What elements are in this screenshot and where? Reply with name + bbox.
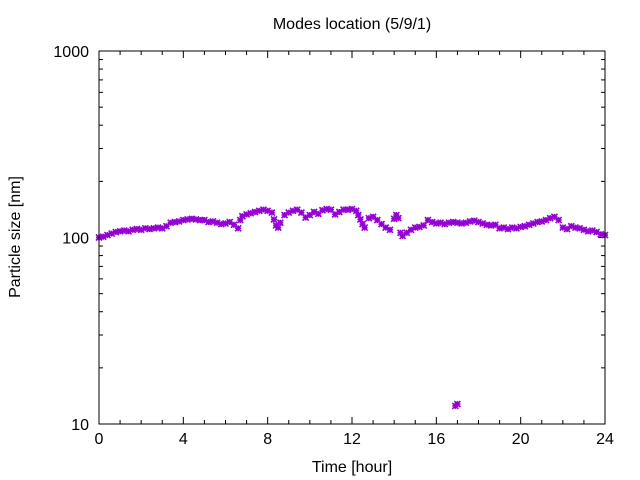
ticks-layer: 0 4 8 12 16 20 24 10 100 1000 xyxy=(53,44,614,448)
points-layer xyxy=(95,205,609,410)
y-tick-label: 10 xyxy=(71,417,89,434)
data-point xyxy=(555,216,563,224)
y-axis-label: Particle size [nm] xyxy=(7,176,24,298)
x-tick-label: 16 xyxy=(427,431,445,448)
y-tick-label: 1000 xyxy=(53,44,89,61)
x-tick-label: 20 xyxy=(512,431,530,448)
x-tick-label: 4 xyxy=(179,431,188,448)
data-point xyxy=(403,229,411,237)
data-point xyxy=(415,223,424,231)
x-tick-label: 0 xyxy=(95,431,104,448)
data-point xyxy=(276,219,284,227)
x-tick-label: 12 xyxy=(343,431,361,448)
data-point xyxy=(306,211,314,219)
x-axis-label: Time [hour] xyxy=(312,459,392,476)
chart-title: Modes location (5/9/1) xyxy=(273,16,431,33)
data-point xyxy=(234,224,242,232)
data-point xyxy=(264,207,272,215)
data-point xyxy=(394,214,402,222)
data-point xyxy=(453,400,461,408)
data-point xyxy=(420,221,428,230)
y-tick-label: 100 xyxy=(62,231,89,248)
data-point xyxy=(386,226,394,234)
data-point xyxy=(361,224,369,232)
plot-frame xyxy=(98,50,606,425)
data-point xyxy=(270,215,278,223)
data-point xyxy=(268,209,276,217)
data-point xyxy=(563,225,571,233)
x-tick-label: 24 xyxy=(596,431,614,448)
x-tick-label: 8 xyxy=(263,431,272,448)
